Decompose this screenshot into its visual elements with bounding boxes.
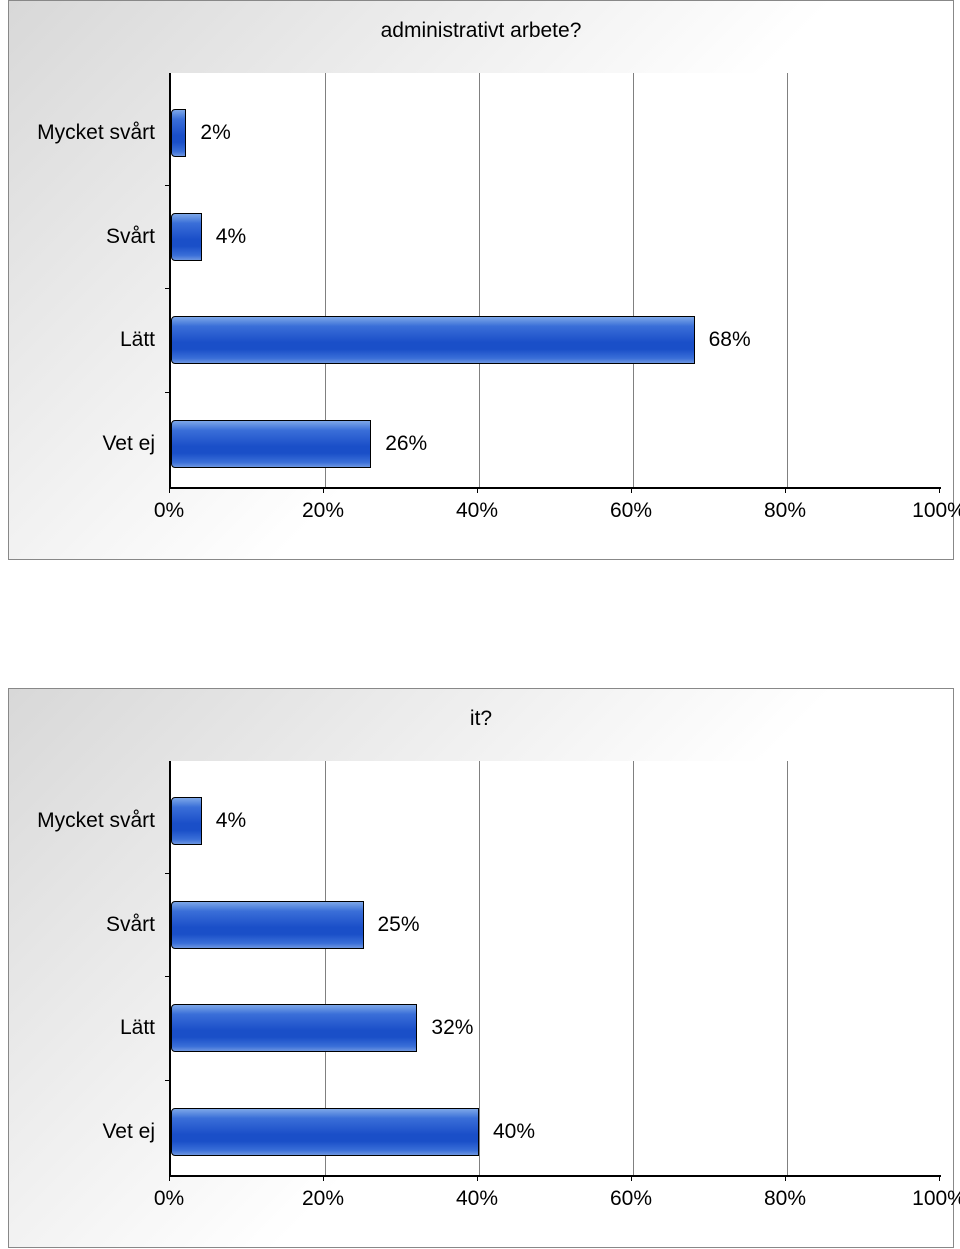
bar-row: 2% [171, 109, 941, 157]
bar [171, 109, 186, 157]
bar-row: 4% [171, 797, 941, 845]
chart-panel-chart2: it?4%25%32%40%0%20%40%60%80%100%Mycket s… [8, 688, 954, 1248]
x-axis-label: 80% [764, 499, 806, 523]
bar-value-label: 25% [378, 913, 420, 937]
y-axis-label: Vet ej [102, 432, 155, 456]
minor-tick [165, 392, 171, 393]
x-axis-label: 100% [912, 1187, 960, 1211]
bar-row: 32% [171, 1004, 941, 1052]
x-axis-label: 20% [302, 1187, 344, 1211]
y-axis-label: Svårt [106, 225, 155, 249]
x-tick [939, 487, 940, 493]
bar [171, 797, 202, 845]
y-axis-label: Mycket svårt [37, 809, 155, 833]
x-tick [323, 487, 324, 493]
page-root: administrativt arbete? 2% 4% 68% 26% 0% 20% 40%… [0, 0, 960, 1249]
x-axis-label: 0% [154, 499, 184, 523]
bar-value-label: 40% [493, 1120, 535, 1144]
x-tick [477, 1175, 478, 1181]
x-tick [631, 487, 632, 493]
bar-value-label: 68% [709, 328, 751, 352]
plot-area: 4% 25% 32% 40% [169, 761, 941, 1177]
x-tick [323, 1175, 324, 1181]
bar-value-label: 2% [200, 121, 230, 145]
y-axis-label: Svårt [106, 913, 155, 937]
bar-row: 26% [171, 420, 941, 468]
y-axis-label: Lätt [120, 1016, 155, 1040]
bar-value-label: 32% [431, 1016, 473, 1040]
y-axis-label: Lätt [120, 328, 155, 352]
x-tick [785, 487, 786, 493]
x-axis-label: 20% [302, 499, 344, 523]
chart-panel-chart1: administrativt arbete? 2% 4% 68% 26% 0% 20% 40%… [8, 0, 954, 560]
plot-area: 2% 4% 68% 26% [169, 73, 941, 489]
bar-row: 40% [171, 1108, 941, 1156]
x-axis-label: 60% [610, 1187, 652, 1211]
bar [171, 213, 202, 261]
x-tick [631, 1175, 632, 1181]
chart-title: it? [9, 707, 953, 731]
x-tick [477, 487, 478, 493]
bar-value-label: 4% [216, 809, 246, 833]
x-axis-label: 60% [610, 499, 652, 523]
minor-tick [165, 873, 171, 874]
minor-tick [165, 288, 171, 289]
x-tick [169, 1175, 170, 1181]
bar-row: 68% [171, 316, 941, 364]
bar [171, 420, 371, 468]
bar-value-label: 26% [385, 432, 427, 456]
x-axis-label: 100% [912, 499, 960, 523]
x-tick [785, 1175, 786, 1181]
bar [171, 316, 695, 364]
y-axis-label: Mycket svårt [37, 121, 155, 145]
minor-tick [165, 976, 171, 977]
bar-row: 4% [171, 213, 941, 261]
y-axis-label: Vet ej [102, 1120, 155, 1144]
bar [171, 1108, 479, 1156]
minor-tick [165, 1080, 171, 1081]
x-axis-label: 40% [456, 499, 498, 523]
x-axis-label: 0% [154, 1187, 184, 1211]
x-tick [169, 487, 170, 493]
x-axis-label: 40% [456, 1187, 498, 1211]
x-tick [939, 1175, 940, 1181]
bar [171, 901, 364, 949]
chart-title: administrativt arbete? [9, 19, 953, 43]
bar-row: 25% [171, 901, 941, 949]
x-axis-label: 80% [764, 1187, 806, 1211]
bar-value-label: 4% [216, 225, 246, 249]
minor-tick [165, 185, 171, 186]
bar [171, 1004, 417, 1052]
